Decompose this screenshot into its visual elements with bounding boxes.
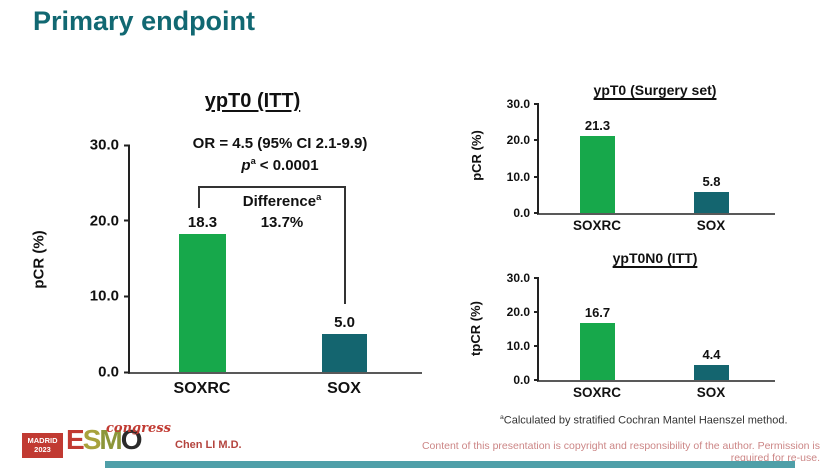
copyright-notice: Content of this presentation is copyrigh… <box>421 440 820 464</box>
y-axis-label: tpCR (%) <box>467 301 483 356</box>
bar-value-label: 4.4 <box>702 347 721 363</box>
bar-sox <box>322 334 367 372</box>
bar-group-sox: 5.0 <box>322 145 367 372</box>
esmo-congress-logo: MADRID 2023 ESMO congress <box>22 421 192 461</box>
bar-soxrc <box>580 135 615 213</box>
bar-value-label: 21.3 <box>584 117 611 133</box>
y-tick: 10.0 <box>507 170 539 184</box>
logo-year: 2023 <box>34 445 51 455</box>
tick-mark <box>124 371 130 373</box>
plot-area: 30.0 20.0 10.0 0.0 21.3 5.8 SOXRC SOX <box>507 97 775 233</box>
bar-group-soxrc: 16.7 <box>580 278 615 380</box>
difference-label: Differencea <box>242 192 322 210</box>
logo-event-label: congress <box>106 421 171 436</box>
x-category-label: SOX <box>696 218 726 233</box>
bar-value-label: 5.0 <box>334 314 355 332</box>
bar-value-label: 16.7 <box>584 305 611 321</box>
plot-area: 30.0 20.0 10.0 0.0 18.3 5.0 SOXRC SOX <box>90 137 422 397</box>
comparison-bracket-top <box>198 186 346 188</box>
chart-title: ypT0 (Surgery set) <box>593 82 717 98</box>
bar-value-label: 18.3 <box>187 213 218 231</box>
bar-soxrc <box>580 323 615 380</box>
bar-value-label: 5.8 <box>702 173 721 189</box>
logo-city: MADRID <box>27 436 58 445</box>
footnote: aCalculated by stratified Cochran Mantel… <box>500 414 788 427</box>
y-tick: 0.0 <box>98 364 130 381</box>
chart-ypt0-itt: ypT0 (ITT) OR = 4.5 (95% CI 2.1-9.9) pa <… <box>30 90 450 420</box>
tick-mark <box>534 103 539 105</box>
footnote-superscript: a <box>500 414 504 421</box>
y-tick: 30.0 <box>507 97 539 111</box>
bar-soxrc <box>179 233 226 372</box>
x-category-label: SOXRC <box>572 218 622 233</box>
y-tick: 30.0 <box>507 271 539 285</box>
y-tick: 10.0 <box>90 288 130 305</box>
tick-mark <box>534 277 539 279</box>
tick-mark <box>534 175 539 178</box>
bar-sox <box>694 365 729 380</box>
bottom-accent-bar <box>105 461 795 468</box>
tick-mark <box>534 345 539 347</box>
chart-title: ypT0N0 (ITT) <box>612 250 698 266</box>
tick-mark <box>534 379 539 381</box>
p-value-text: < 0.0001 <box>259 157 319 174</box>
plot-area: 30.0 20.0 10.0 0.0 16.7 4.4 SOXRC SOX <box>507 271 775 400</box>
logo-venue-badge: MADRID 2023 <box>22 433 63 458</box>
y-tick: 0.0 <box>513 206 539 220</box>
y-axis-label: pCR (%) <box>30 230 48 289</box>
p-value-annotation: pa < 0.0001 <box>140 156 420 174</box>
bar-group-soxrc: 18.3 <box>179 145 226 372</box>
p-symbol: p <box>241 157 251 174</box>
y-tick: 20.0 <box>90 212 130 229</box>
p-superscript: a <box>250 156 256 166</box>
x-category-label: SOXRC <box>173 380 231 397</box>
comparison-bracket-left <box>198 186 200 208</box>
y-tick: 20.0 <box>507 133 539 147</box>
bar-group-soxrc: 21.3 <box>580 104 615 213</box>
author-name: Chen LI M.D. <box>175 439 242 451</box>
difference-value: 13.7% <box>260 214 304 231</box>
y-tick: 20.0 <box>507 305 539 319</box>
chart-ypt0n0-itt: ypT0N0 (ITT) tpCR (%) 30.0 20.0 10.0 0.0… <box>467 250 800 412</box>
y-tick: 10.0 <box>507 339 539 353</box>
y-tick: 30.0 <box>90 137 130 154</box>
logo-org-wordmark: ESMO <box>66 424 142 455</box>
bar-sox <box>694 191 729 213</box>
chart-title: ypT0 (ITT) <box>204 90 301 112</box>
tick-mark <box>124 295 130 298</box>
comparison-bracket-right <box>344 186 346 304</box>
bar-group-sox: 5.8 <box>694 104 729 213</box>
tick-mark <box>124 144 130 146</box>
tick-mark <box>534 212 539 214</box>
difference-superscript: a <box>316 192 322 202</box>
tick-mark <box>534 310 539 313</box>
chart-ypt0-surgery-set: ypT0 (Surgery set) pCR (%) 30.0 20.0 10.… <box>468 82 800 244</box>
bar-group-sox: 4.4 <box>694 278 729 380</box>
odds-ratio-annotation: OR = 4.5 (95% CI 2.1-9.9) <box>192 135 368 152</box>
y-tick: 0.0 <box>513 373 539 387</box>
x-category-label: SOXRC <box>572 385 622 400</box>
page-title: Primary endpoint <box>33 6 256 36</box>
tick-mark <box>124 219 130 222</box>
y-axis-label: pCR (%) <box>468 130 484 181</box>
x-category-label: SOX <box>327 380 361 397</box>
tick-mark <box>534 139 539 142</box>
x-category-label: SOX <box>696 385 726 400</box>
